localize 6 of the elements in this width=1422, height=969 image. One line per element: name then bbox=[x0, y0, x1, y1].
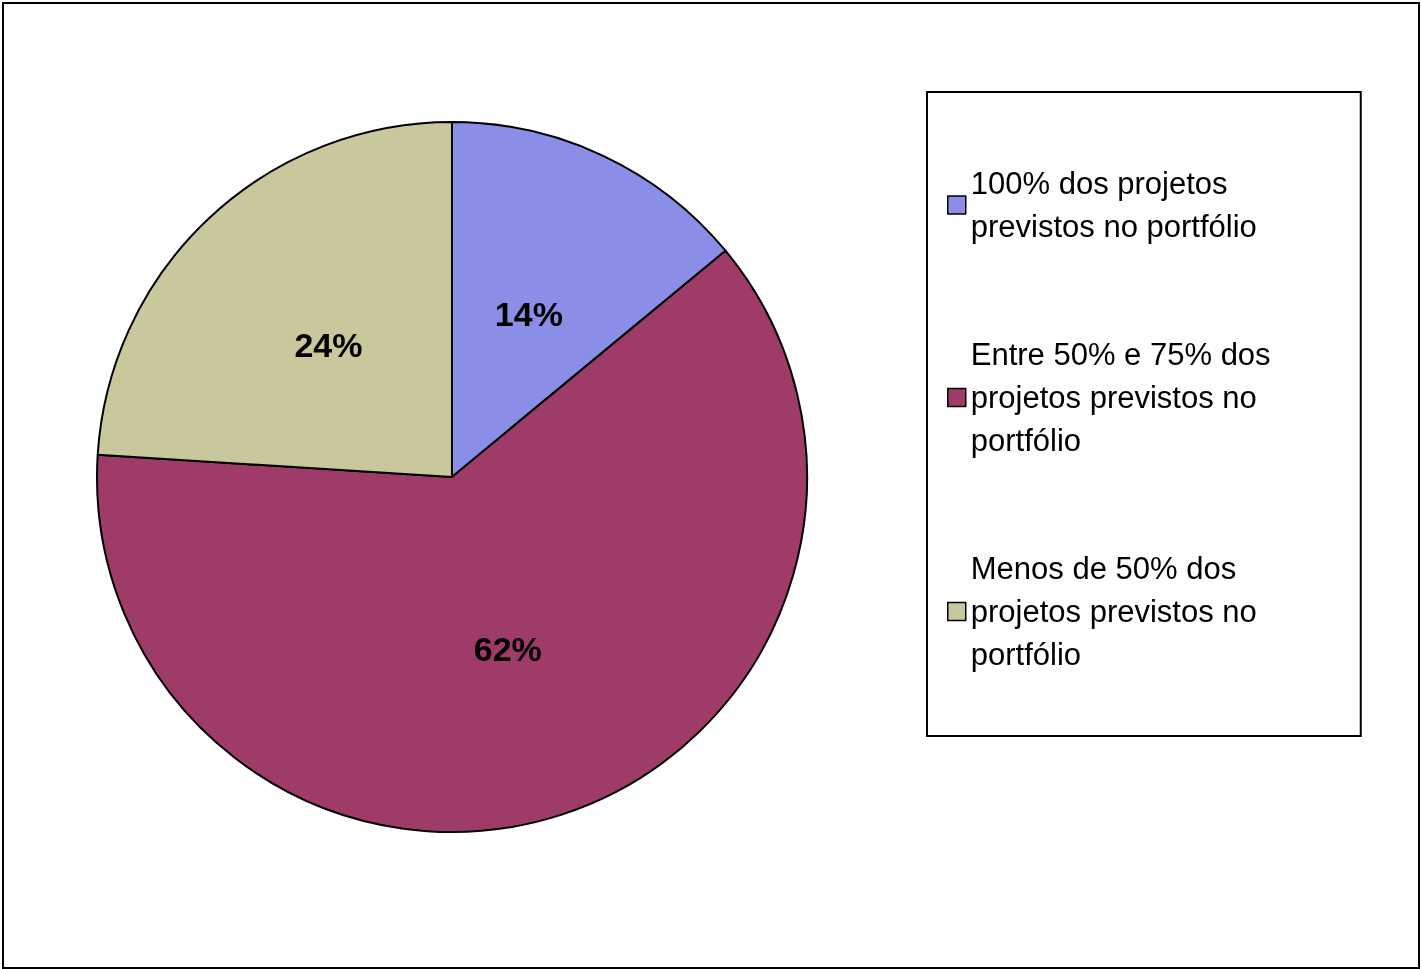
data-label: 24% bbox=[294, 326, 363, 365]
legend-label: 100% dos projetos previstos no portfólio bbox=[970, 166, 1257, 244]
data-label: 62% bbox=[473, 629, 542, 668]
legend-label: Menos de 50% dos projetos previstos no portfólio bbox=[970, 551, 1266, 672]
legend-label: Entre 50% e 75% dos projetos previstos no portfólio bbox=[970, 337, 1280, 458]
data-label: 14% bbox=[494, 294, 563, 333]
